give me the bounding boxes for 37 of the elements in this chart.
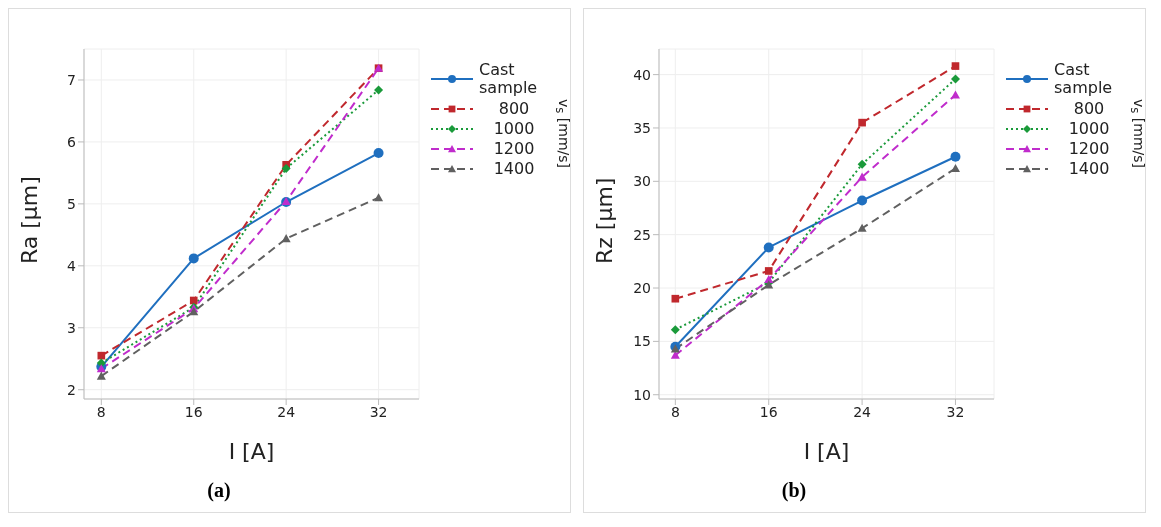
legend-label: 1200	[492, 139, 536, 158]
legend-label: 800	[497, 99, 531, 118]
y-tick-label: 15	[633, 333, 651, 350]
y-tick-label: 35	[633, 119, 651, 136]
x-tick-label: 16	[759, 403, 778, 420]
legend-label: 1400	[1067, 159, 1111, 178]
y-tick-label: 2	[67, 381, 76, 398]
legend-label: 1000	[492, 119, 536, 138]
legend-label: Cast sample	[479, 60, 539, 97]
x-tick-label: 32	[946, 403, 965, 420]
y-tick-label: 4	[67, 257, 77, 274]
legend-label: Cast sample	[1054, 60, 1114, 97]
x-axis-title: I [A]	[228, 439, 275, 464]
y-tick-label: 30	[633, 173, 651, 190]
x-tick-label: 24	[853, 403, 872, 420]
text: (a)	[206, 479, 232, 502]
x-tick-label: 8	[670, 403, 680, 420]
legend-label: 800	[1072, 99, 1106, 118]
text: (b)	[780, 479, 808, 502]
legend-label: 1400	[492, 159, 536, 178]
legend-label: 1000	[1067, 119, 1111, 138]
x-tick-label: 24	[277, 403, 296, 420]
x-tick-label: 16	[184, 403, 203, 420]
x-tick-label: 32	[369, 403, 388, 420]
y-tick-label: 6	[67, 133, 77, 150]
y-tick-label: 10	[633, 386, 651, 403]
y-tick-label: 3	[67, 319, 76, 336]
y-axis-title: Ra [μm]	[16, 176, 42, 264]
y-tick-label: 5	[67, 195, 76, 212]
x-axis-title: I [A]	[803, 439, 850, 464]
y-tick-label: 7	[67, 71, 76, 88]
y-tick-label: 25	[633, 226, 651, 243]
y-tick-label: 40	[633, 66, 651, 83]
y-tick-label: 20	[633, 279, 651, 296]
legend-label: 1200	[1067, 139, 1111, 158]
y-axis-title: Rz [μm]	[591, 177, 617, 264]
x-tick-label: 8	[96, 403, 106, 420]
